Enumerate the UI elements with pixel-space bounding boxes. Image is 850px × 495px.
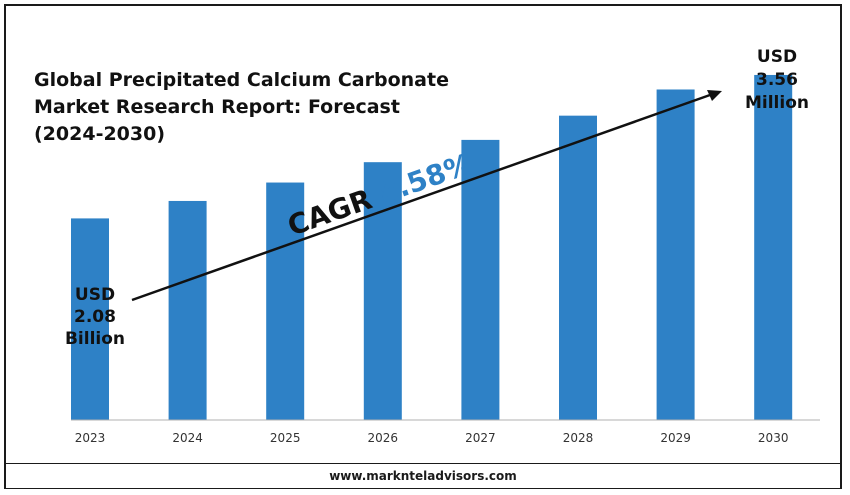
x-tick-labels: 2023 2024 2025 2026 2027 2028 2029 2030 xyxy=(75,431,789,445)
x-tick-label-2030: 2030 xyxy=(758,431,789,445)
start-value-label: USD 2.08 Billion xyxy=(65,285,125,349)
start-label-unit: Billion xyxy=(65,329,125,349)
start-label-currency: USD xyxy=(75,285,115,305)
start-label-value: 2.08 xyxy=(74,307,116,327)
end-value-label: USD 3.56 Million xyxy=(745,47,809,113)
bar-2028 xyxy=(559,115,597,421)
bar-2025 xyxy=(266,182,305,420)
x-tick-label-2024: 2024 xyxy=(172,431,203,445)
bar-2026 xyxy=(363,162,402,420)
chart-title-line-2: Market Research Report: Forecast xyxy=(34,96,400,118)
x-tick-label-2025: 2025 xyxy=(270,431,301,445)
end-label-unit: Million xyxy=(745,93,809,113)
chart-frame xyxy=(4,4,842,489)
x-tick-label-2023: 2023 xyxy=(75,431,106,445)
x-tick-label-2029: 2029 xyxy=(660,431,691,445)
footer-bar: www.marknteladvisors.com xyxy=(6,463,840,488)
x-tick-label-2027: 2027 xyxy=(465,431,496,445)
footer-website: www.marknteladvisors.com xyxy=(329,469,517,483)
bar-2024 xyxy=(168,200,207,420)
bar-2029 xyxy=(656,89,695,420)
x-tick-label-2028: 2028 xyxy=(563,431,594,445)
chart-title-line-3: (2024-2030) xyxy=(34,123,165,145)
end-label-currency: USD xyxy=(757,47,797,67)
bars-group xyxy=(71,74,793,421)
bar-2023 xyxy=(71,218,109,420)
bar-2027 xyxy=(461,139,500,420)
bar-2030 xyxy=(754,74,793,420)
x-tick-label-2026: 2026 xyxy=(368,431,399,445)
end-label-value: 3.56 xyxy=(756,70,798,90)
chart-title-line-1: Global Precipitated Calcium Carbonate xyxy=(34,69,449,91)
cagr-arrow xyxy=(131,90,722,302)
